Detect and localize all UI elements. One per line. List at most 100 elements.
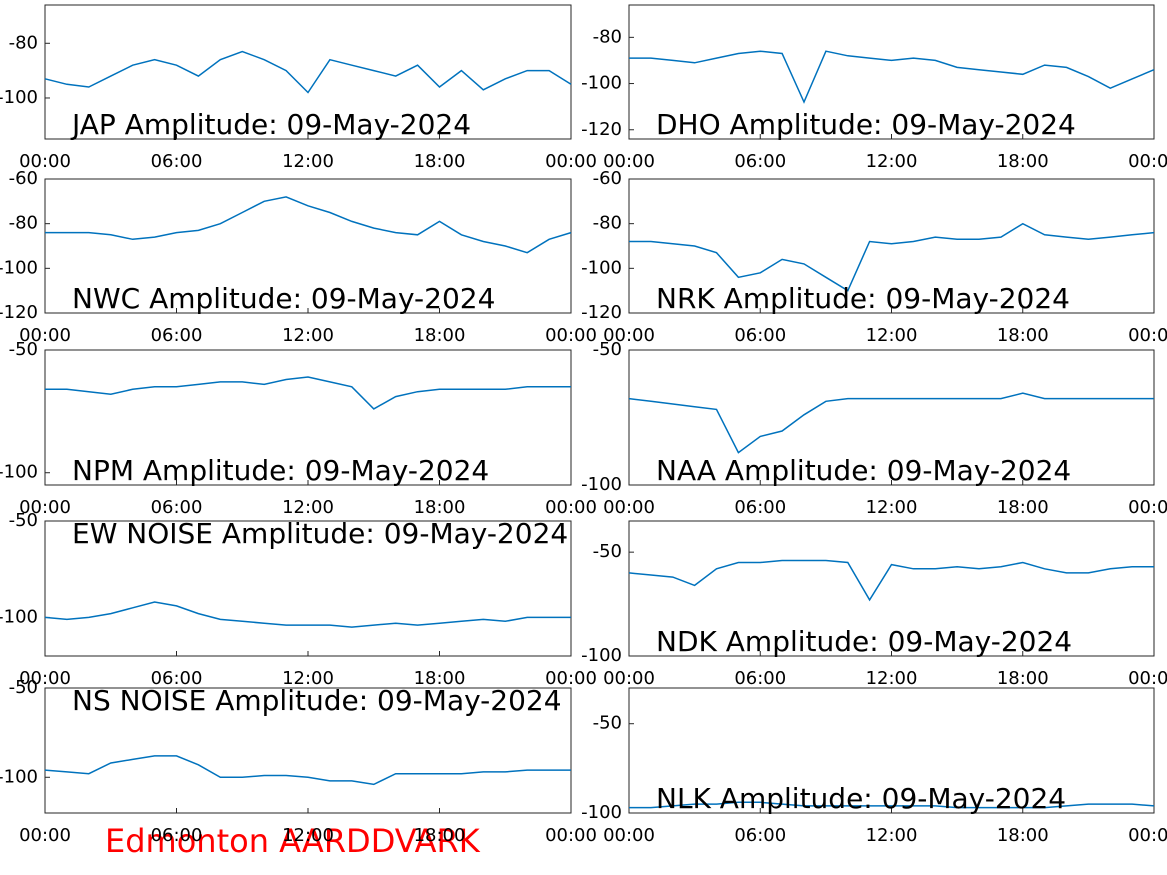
x-tick-label: 00:00 [1128, 325, 1167, 346]
x-tick-label: 12:00 [866, 497, 918, 518]
x-tick-label: 18:00 [414, 497, 466, 518]
panel-title: JAP Amplitude: 09-May-2024 [70, 108, 471, 141]
x-tick-label: 00:00 [603, 825, 655, 846]
plot-area [44, 4, 572, 140]
y-tick-label: -60 [9, 168, 38, 189]
y-tick-label: -60 [593, 168, 622, 189]
panel-title: NDK Amplitude: 09-May-2024 [656, 625, 1072, 658]
x-tick-label: 00:00 [1128, 825, 1167, 846]
plot-area [44, 687, 572, 814]
x-tick-label: 00:00 [603, 325, 655, 346]
data-line [628, 392, 1154, 454]
y-tick-label: -80 [593, 26, 622, 47]
y-tick-label: -100 [581, 73, 622, 94]
plot-area [44, 349, 572, 486]
x-tick-label: 00:00 [1128, 497, 1167, 518]
y-tick-label: -100 [0, 606, 38, 627]
panel-title: NRK Amplitude: 09-May-2024 [656, 282, 1070, 315]
panel-title: NLK Amplitude: 09-May-2024 [656, 782, 1066, 815]
y-tick-label: -80 [9, 213, 38, 234]
x-tick-label: 00:00 [545, 325, 597, 346]
y-tick-label: -50 [593, 339, 622, 360]
y-tick-label: -50 [9, 510, 38, 531]
y-tick-label: -80 [9, 32, 38, 53]
x-tick-label: 00:00 [19, 497, 71, 518]
panel-title: NWC Amplitude: 09-May-2024 [72, 282, 495, 315]
plot-area [44, 178, 572, 314]
x-tick-label: 18:00 [414, 325, 466, 346]
plot-area [628, 349, 1155, 486]
x-tick-label: 00:00 [603, 497, 655, 518]
x-tick-label: 18:00 [997, 151, 1049, 172]
x-tick-label: 18:00 [997, 497, 1049, 518]
caption: Edmonton AARDDVARK [105, 822, 481, 860]
panel-title: DHO Amplitude: 09-May-2024 [656, 108, 1076, 141]
plot-area [628, 687, 1155, 814]
x-tick-label: 18:00 [997, 325, 1049, 346]
x-tick-label: 12:00 [866, 668, 918, 689]
y-tick-label: -120 [0, 302, 38, 323]
x-tick-label: 00:00 [1128, 151, 1167, 172]
x-tick-label: 06:00 [734, 825, 786, 846]
y-tick-label: -50 [9, 339, 38, 360]
x-tick-label: 06:00 [734, 325, 786, 346]
x-tick-label: 12:00 [866, 151, 918, 172]
data-line [629, 222, 1155, 292]
x-tick-label: 18:00 [414, 151, 466, 172]
panel-title: NAA Amplitude: 09-May-2024 [656, 454, 1071, 487]
y-tick-label: -80 [593, 213, 622, 234]
x-tick-label: 12:00 [866, 325, 918, 346]
y-tick-label: -100 [0, 257, 38, 278]
x-tick-label: 00:00 [603, 151, 655, 172]
x-tick-label: 06:00 [151, 668, 203, 689]
x-tick-label: 12:00 [282, 668, 334, 689]
x-tick-label: 06:00 [734, 497, 786, 518]
y-tick-label: -50 [593, 713, 622, 734]
x-tick-label: 00:00 [545, 497, 597, 518]
x-tick-label: 06:00 [734, 668, 786, 689]
x-tick-label: 06:00 [734, 151, 786, 172]
x-tick-label: 18:00 [414, 668, 466, 689]
x-tick-label: 12:00 [866, 825, 918, 846]
x-tick-label: 06:00 [151, 325, 203, 346]
panel-title: NPM Amplitude: 09-May-2024 [72, 454, 489, 487]
x-tick-label: 18:00 [414, 825, 466, 846]
data-line [45, 196, 572, 254]
x-tick-label: 12:00 [282, 151, 334, 172]
plot-area [628, 178, 1155, 314]
x-tick-label: 00:00 [19, 325, 71, 346]
x-tick-label: 12:00 [282, 497, 334, 518]
y-tick-label: -120 [581, 119, 622, 140]
data-line [44, 50, 572, 94]
data-line [44, 601, 571, 628]
y-tick-label: -100 [581, 474, 622, 495]
data-line [44, 755, 571, 786]
data-line [45, 376, 571, 410]
x-tick-label: 00:00 [603, 668, 655, 689]
y-tick-label: -100 [581, 645, 622, 666]
y-tick-label: -100 [0, 87, 38, 108]
plot-area [628, 520, 1155, 657]
x-tick-label: 00:00 [1128, 668, 1167, 689]
data-line [629, 801, 1155, 809]
y-tick-label: -50 [593, 541, 622, 562]
x-tick-label: 00:00 [545, 668, 597, 689]
x-tick-label: 12:00 [282, 825, 334, 846]
x-tick-label: 06:00 [151, 151, 203, 172]
x-tick-label: 12:00 [282, 325, 334, 346]
x-tick-label: 18:00 [997, 825, 1049, 846]
data-line [629, 50, 1155, 104]
x-tick-label: 00:00 [19, 668, 71, 689]
x-tick-label: 06:00 [151, 497, 203, 518]
y-tick-label: -100 [0, 462, 38, 483]
x-tick-label: 00:00 [19, 825, 71, 846]
x-tick-label: 18:00 [997, 668, 1049, 689]
panel-title: EW NOISE Amplitude: 09-May-2024 [72, 517, 568, 550]
x-tick-label: 06:00 [151, 825, 203, 846]
x-tick-label: 00:00 [19, 151, 71, 172]
data-line [628, 559, 1154, 602]
x-tick-label: 00:00 [545, 151, 597, 172]
x-tick-label: 00:00 [545, 825, 597, 846]
plot-area [44, 520, 572, 657]
